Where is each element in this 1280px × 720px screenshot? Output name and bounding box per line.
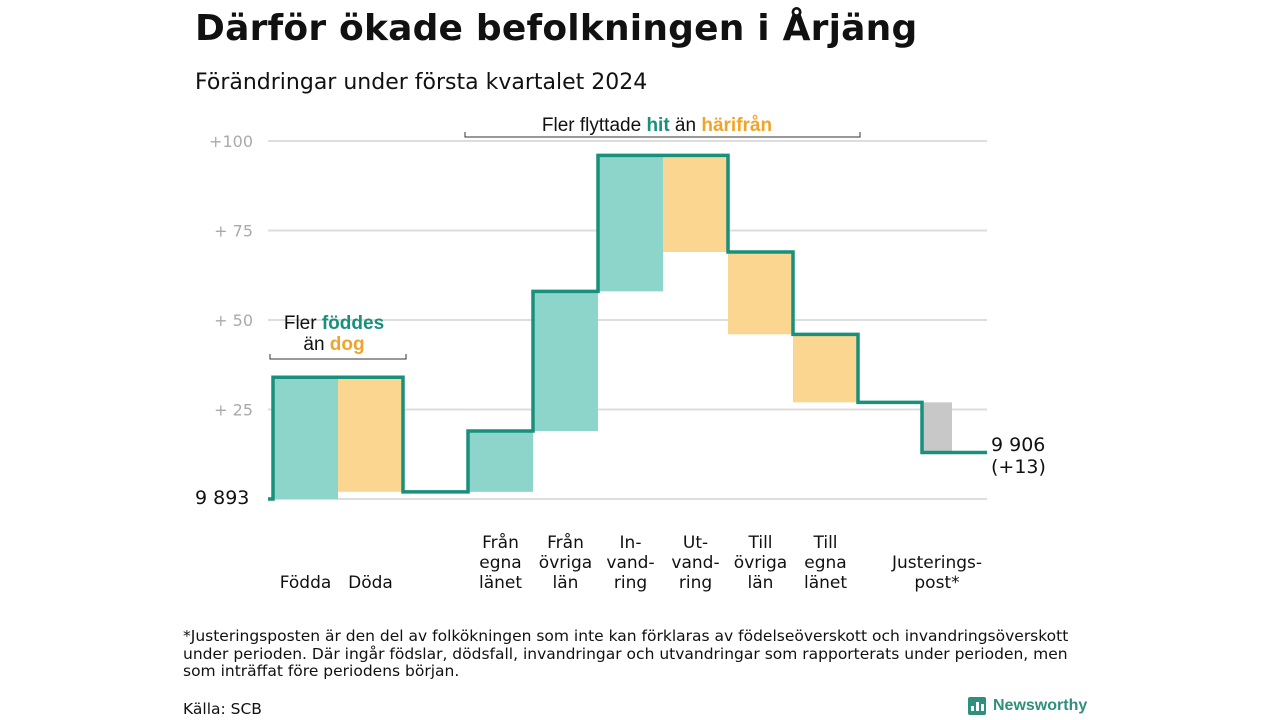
bar (793, 334, 858, 403)
newsworthy-logo: Newsworthy (968, 697, 1087, 715)
category-label: vand- (671, 553, 719, 573)
annotation-text: Fler (284, 313, 322, 334)
category-label: län (553, 573, 579, 593)
category-label: Födda (280, 573, 332, 593)
category-label: Till (747, 533, 772, 553)
footnote: *Justeringsposten är den del av folkökni… (183, 627, 1069, 680)
waterfall-chart: + 25 + 50 + 75 +100 9 893 9 906(+13) Födda Döda… (195, 115, 1046, 593)
category-label: ring (614, 573, 647, 593)
bar (533, 291, 598, 431)
y-tick-label: + 75 (214, 222, 253, 241)
category-label: post* (914, 573, 959, 593)
category-label: länet (804, 573, 847, 593)
category-label: Från (482, 532, 519, 553)
category-label: Justerings- (891, 553, 982, 573)
category-label: egna (804, 553, 846, 573)
annotation-text: än (303, 334, 329, 355)
annotation-text: än (670, 115, 702, 136)
newsworthy-icon (968, 697, 986, 715)
category-label: övriga (539, 553, 592, 573)
start-value-label: 9 893 (195, 487, 249, 509)
annotation-highlight: föddes (322, 313, 384, 334)
bar (273, 377, 338, 499)
end-value-label: (+13) (991, 456, 1046, 478)
annotation-bracket (464, 132, 861, 138)
category-label: egna (479, 553, 521, 573)
category-label: Från (547, 532, 584, 553)
annotation-births-line2: än dog (303, 334, 364, 355)
category-label: ring (679, 573, 712, 593)
y-tick-label: +100 (209, 132, 253, 151)
annotation-highlight: härifrån (701, 115, 772, 136)
category-label: län (748, 573, 774, 593)
category-label: Till (812, 533, 837, 553)
chart-title: Därför ökade befolkningen i Årjäng (195, 8, 918, 49)
category-label: In- (620, 533, 642, 553)
y-tick-label: + 50 (214, 311, 253, 330)
annotation-bracket (269, 354, 407, 360)
step-line (268, 153, 987, 501)
brand-name: Newsworthy (993, 697, 1088, 714)
category-label: Ut- (683, 533, 708, 553)
annotation-migration: Fler flyttade hit än härifrån (542, 115, 772, 136)
category-label: Döda (348, 573, 393, 593)
chart-subtitle: Förändringar under första kvartalet 2024 (195, 70, 648, 95)
bar (922, 402, 952, 453)
annotation-text: Fler flyttade (542, 115, 647, 136)
category-label: övriga (734, 553, 787, 573)
source-label: Källa: SCB (183, 700, 262, 718)
bar (598, 155, 663, 292)
annotation-highlight: dog (330, 334, 365, 355)
annotation-highlight: hit (646, 115, 670, 136)
bar (338, 377, 403, 492)
bar (728, 251, 793, 335)
annotation-births-line1: Fler föddes (284, 313, 384, 334)
category-label: vand- (606, 553, 654, 573)
bar (663, 155, 728, 252)
y-tick-label: + 25 (214, 401, 253, 420)
bar (468, 430, 533, 492)
end-value-label: 9 906 (991, 434, 1045, 456)
category-label: länet (479, 573, 522, 593)
